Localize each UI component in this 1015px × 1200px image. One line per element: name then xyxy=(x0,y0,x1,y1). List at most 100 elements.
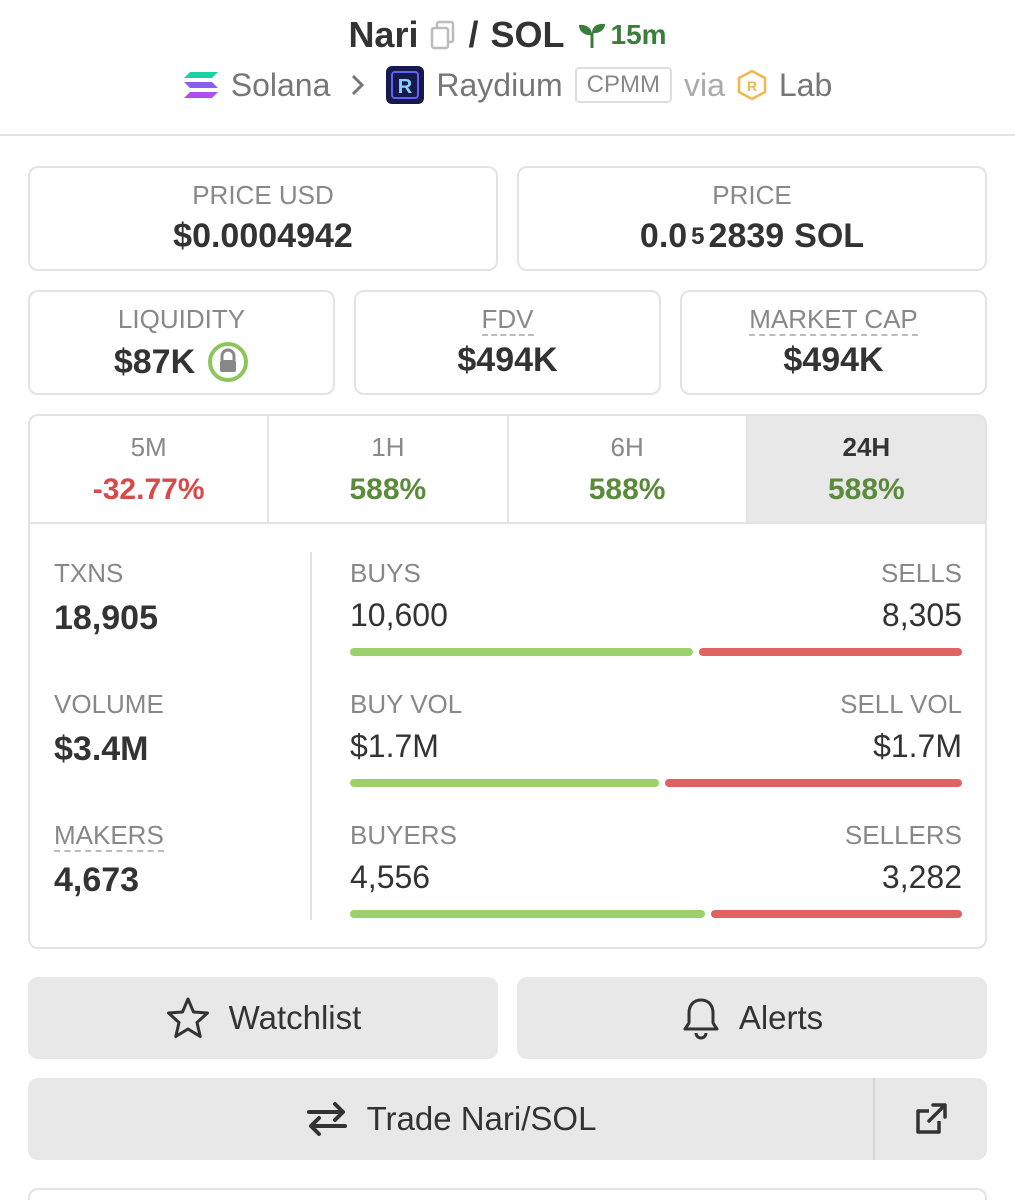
tab-6h[interactable]: 6H 588% xyxy=(509,416,748,522)
liquidity-card: LIQUIDITY $87K xyxy=(28,290,335,395)
makers-value: 4,673 xyxy=(54,861,140,899)
market-cap-value: $494K xyxy=(783,341,884,379)
bell-icon xyxy=(681,996,721,1040)
pair-separator: / xyxy=(468,14,479,55)
tab-24h[interactable]: 24H 588% xyxy=(747,416,985,522)
watchlist-label: Watchlist xyxy=(228,999,362,1036)
tab-5m[interactable]: 5M -32.77% xyxy=(30,416,270,522)
tab-1h[interactable]: 1H 588% xyxy=(269,416,509,522)
fdv-value: $494K xyxy=(457,341,558,379)
buyers-label: BUYERS xyxy=(350,820,457,850)
buy-vol-bar-fill xyxy=(350,779,659,787)
timeframe-tabs: 5M -32.77% 1H 588% 6H 588% 24H 588% xyxy=(30,416,985,524)
txns-label: TXNS xyxy=(54,558,124,588)
makers-stat: MAKERS 4,673 xyxy=(54,820,164,900)
sells-bar-fill xyxy=(699,648,962,656)
sell-vol-label: SELL VOL xyxy=(840,689,962,719)
volume-stat: VOLUME $3.4M xyxy=(54,689,164,769)
buy-vol-label: BUY VOL xyxy=(350,689,463,719)
price-usd-label: PRICE USD xyxy=(192,180,334,210)
sell-vol-value: $1.7M xyxy=(873,728,962,764)
alerts-button[interactable]: Alerts xyxy=(517,977,987,1059)
tab-label: 6H xyxy=(610,432,644,462)
txns-value: 18,905 xyxy=(54,599,158,637)
lab-icon: R xyxy=(737,69,767,101)
fdv-label[interactable]: FDV xyxy=(481,304,534,336)
sellers-value: 3,282 xyxy=(881,859,962,895)
price-native-subscript: 5 xyxy=(691,222,705,250)
lock-icon[interactable] xyxy=(207,341,249,383)
buys-label: BUYS xyxy=(350,558,421,588)
chain-link[interactable]: Solana xyxy=(230,66,331,103)
breadcrumb: Solana R Raydium CPMM via R Lab xyxy=(0,66,1015,104)
buy-vol-value: $1.7M xyxy=(350,728,439,764)
buyers-sellers-bar xyxy=(350,910,962,918)
price-native-prefix: 0.0 xyxy=(639,217,688,255)
next-section-card xyxy=(28,1188,987,1200)
trade-label: Trade Nari/SOL xyxy=(366,1100,597,1137)
buys-sells-bar xyxy=(350,648,962,656)
summary-stats: TXNS 18,905 VOLUME $3.4M MAKERS 4,673 xyxy=(30,524,312,947)
volume-bar xyxy=(350,779,962,787)
buys-bar-fill xyxy=(350,648,693,656)
market-cap-card: MARKET CAP $494K xyxy=(680,290,987,395)
pool-type-badge: CPMM xyxy=(574,67,672,103)
sell-vol-bar-fill xyxy=(665,779,962,787)
svg-text:R: R xyxy=(398,76,413,98)
tab-label: 24H xyxy=(842,432,891,462)
tab-label: 5M xyxy=(130,432,167,462)
trade-button[interactable]: Trade Nari/SOL xyxy=(28,1078,987,1160)
volume-label: VOLUME xyxy=(54,689,164,719)
trading-stats-panel: 5M -32.77% 1H 588% 6H 588% 24H 588% TXNS… xyxy=(28,414,987,949)
buyers-value: 4,556 xyxy=(350,859,431,895)
solana-icon xyxy=(183,71,219,99)
tab-change: -32.77% xyxy=(92,473,205,506)
quote-symbol: SOL xyxy=(490,14,565,55)
tab-change: 588% xyxy=(588,473,666,506)
pair-age: 15m xyxy=(577,19,667,51)
tab-change: 588% xyxy=(828,473,905,506)
age-value: 15m xyxy=(610,19,667,50)
sellers-label: SELLERS xyxy=(844,820,962,850)
volume-row: BUY VOL SELL VOL $1.7M $1.7M xyxy=(350,689,962,787)
sells-label: SELLS xyxy=(881,558,962,588)
buys-sells-row: BUYS SELLS 10,600 8,305 xyxy=(350,558,962,656)
market-cap-label[interactable]: MARKET CAP xyxy=(749,304,918,336)
swap-arrows-icon xyxy=(305,1101,349,1137)
liquidity-value-row: $87K xyxy=(30,341,333,383)
pair-header: Nari / SOL 15m Solana R Raydium CPMM via… xyxy=(0,0,1015,136)
price-usd-value: $0.0004942 xyxy=(173,217,353,255)
price-native-label: PRICE xyxy=(712,180,792,210)
tab-change: 588% xyxy=(349,473,427,506)
price-native-unit: SOL xyxy=(794,217,865,255)
price-native-digits: 2839 xyxy=(708,217,785,255)
svg-text:R: R xyxy=(747,78,757,94)
pair-title: Nari / SOL 15m xyxy=(0,14,1015,56)
copy-icon[interactable] xyxy=(430,20,456,50)
watchlist-button[interactable]: Watchlist xyxy=(28,977,498,1059)
buyers-sellers-row: BUYERS SELLERS 4,556 3,282 xyxy=(350,820,962,918)
price-native-value: 0.0 5 2839 SOL xyxy=(519,217,985,256)
buyers-bar-fill xyxy=(350,910,705,918)
alerts-label: Alerts xyxy=(738,999,824,1036)
price-usd-card: PRICE USD $0.0004942 xyxy=(28,166,498,271)
external-link-icon xyxy=(913,1101,949,1137)
dex-link[interactable]: Raydium xyxy=(436,66,563,103)
token-symbol: Nari xyxy=(348,14,419,55)
external-link-button[interactable] xyxy=(873,1078,987,1160)
via-label: via xyxy=(683,66,725,103)
raydium-icon: R xyxy=(386,66,425,104)
makers-label[interactable]: MAKERS xyxy=(54,820,164,852)
launchpad-link[interactable]: Lab xyxy=(778,66,833,103)
fdv-card: FDV $494K xyxy=(354,290,661,395)
chevron-right-icon xyxy=(350,73,366,97)
tab-label: 1H xyxy=(371,432,405,462)
volume-value: $3.4M xyxy=(54,730,149,768)
sells-value: 8,305 xyxy=(881,597,962,633)
liquidity-value: $87K xyxy=(113,342,196,381)
liquidity-label: LIQUIDITY xyxy=(117,304,246,334)
seedling-icon xyxy=(577,21,607,49)
price-native-card: PRICE 0.0 5 2839 SOL xyxy=(517,166,987,271)
buys-value: 10,600 xyxy=(350,597,448,633)
sellers-bar-fill xyxy=(711,910,962,918)
